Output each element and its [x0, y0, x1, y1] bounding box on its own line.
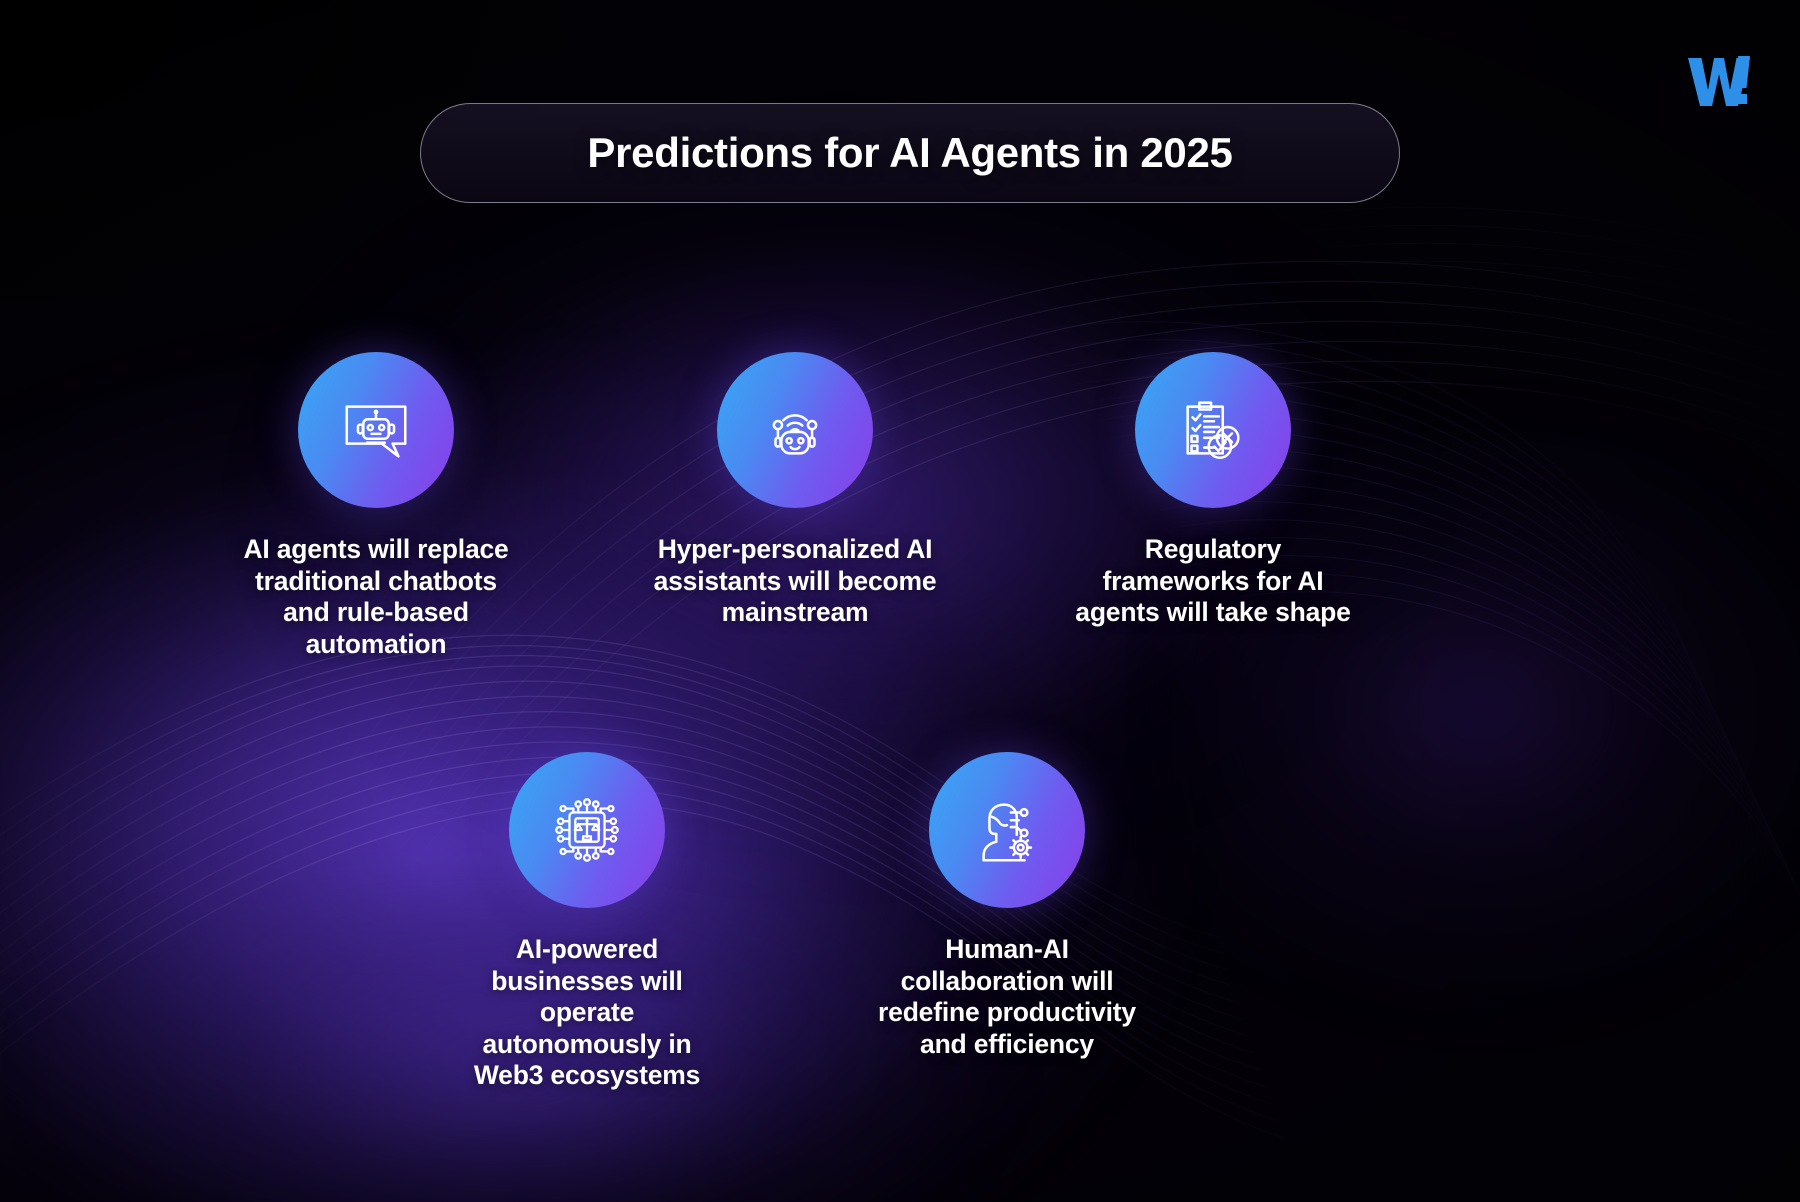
chat-bubble-robot-icon [298, 352, 454, 508]
prediction-label: Hyper-personalized AI assistants will be… [653, 534, 937, 628]
prediction-label: AI-powered businesses will operate auton… [473, 934, 701, 1091]
human-head-circuit-gear-icon [929, 752, 1085, 908]
prediction-card-2[interactable]: Hyper-personalized AI assistants will be… [650, 352, 940, 629]
prediction-card-4[interactable]: AI-powered businesses will operate auton… [448, 752, 726, 1092]
prediction-label: Regulatory frameworks for AI agents will… [1075, 534, 1351, 628]
microchip-scales-of-justice-icon [509, 752, 665, 908]
robot-head-wifi-icon [717, 352, 873, 508]
prediction-label: Human-AI collaboration will redefine pro… [878, 934, 1136, 1059]
webisoft-w-logo[interactable] [1686, 54, 1752, 110]
prediction-card-3[interactable]: Regulatory frameworks for AI agents will… [1068, 352, 1358, 629]
page-title: Predictions for AI Agents in 2025 [587, 129, 1233, 176]
prediction-card-1[interactable]: AI agents will replace traditional chatb… [238, 352, 514, 660]
clipboard-checklist-approval-icon [1135, 352, 1291, 508]
prediction-card-5[interactable]: Human-AI collaboration will redefine pro… [868, 752, 1146, 1060]
prediction-label: AI agents will replace traditional chatb… [243, 534, 509, 659]
page-title-pill: Predictions for AI Agents in 2025 [420, 103, 1400, 203]
